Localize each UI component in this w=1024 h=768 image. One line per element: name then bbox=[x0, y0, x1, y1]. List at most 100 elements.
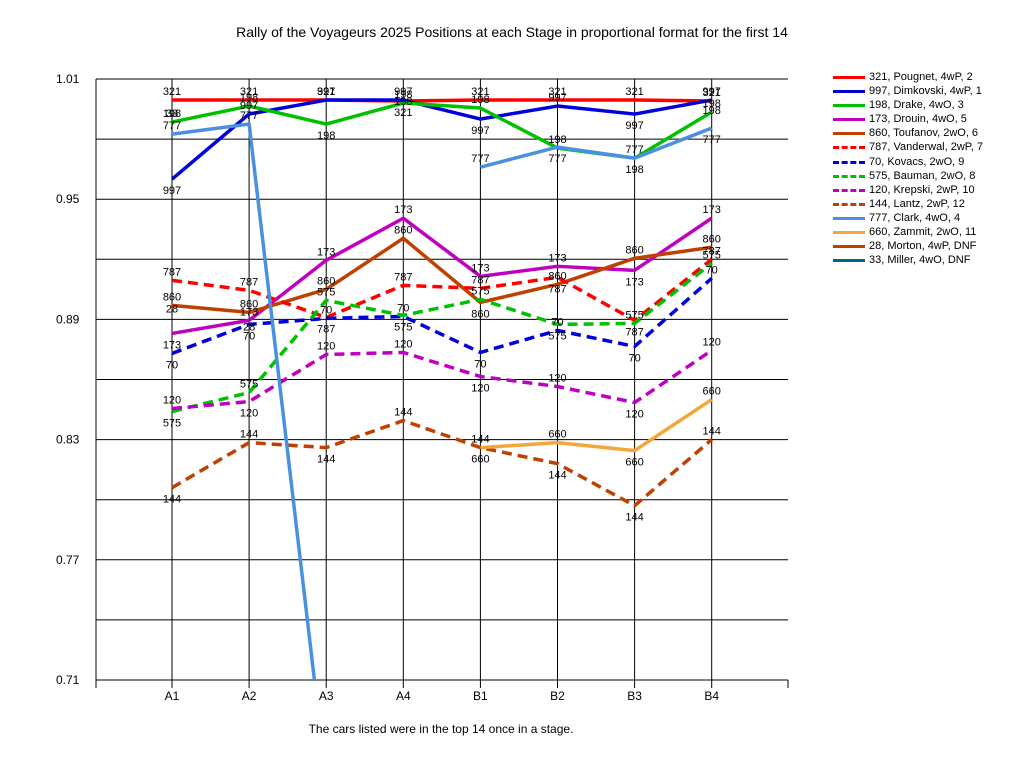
x-tick-label: A4 bbox=[396, 689, 411, 703]
data-label: 120 bbox=[240, 408, 258, 420]
data-label: 997 bbox=[703, 86, 721, 98]
series-line-144 bbox=[171, 418, 713, 508]
y-tick-label: 0.71 bbox=[56, 673, 80, 687]
series-line-70 bbox=[171, 277, 713, 356]
data-label: 860 bbox=[317, 275, 335, 287]
data-label: 198 bbox=[394, 89, 412, 101]
series-line-997 bbox=[170, 98, 713, 181]
data-label: 860 bbox=[625, 244, 643, 256]
legend-label: 777, Clark, 4wO, 4 bbox=[869, 211, 961, 224]
data-label: 198 bbox=[625, 164, 643, 176]
data-label: 198 bbox=[703, 98, 721, 110]
series-line-575 bbox=[171, 261, 713, 414]
data-label: 860 bbox=[240, 298, 258, 310]
legend-swatch bbox=[833, 259, 865, 263]
data-label: 777 bbox=[703, 134, 721, 146]
legend-label: 660, Zammit, 2wO, 11 bbox=[869, 226, 977, 239]
data-label: 787 bbox=[317, 323, 335, 335]
legend-item: 173, Drouin, 4wO, 5 bbox=[833, 112, 1018, 126]
x-tick-label: B3 bbox=[627, 689, 642, 703]
data-label: 997 bbox=[625, 120, 643, 132]
data-label: 144 bbox=[548, 470, 566, 482]
data-label: 575 bbox=[548, 330, 566, 342]
data-label: 321 bbox=[471, 86, 489, 98]
legend-swatch bbox=[833, 104, 865, 108]
legend-swatch bbox=[833, 188, 865, 192]
legend-swatch bbox=[833, 118, 865, 122]
series-line-787 bbox=[171, 257, 713, 323]
data-label: 575 bbox=[240, 379, 258, 391]
data-label: 575 bbox=[163, 418, 181, 430]
data-label: 198 bbox=[163, 108, 181, 120]
data-label: 144 bbox=[394, 407, 412, 419]
data-label: 997 bbox=[394, 86, 412, 98]
data-label: 575 bbox=[471, 285, 489, 297]
x-tick-label: A1 bbox=[165, 689, 180, 703]
chart-title: Rally of the Voyageurs 2025 Positions at… bbox=[236, 24, 788, 40]
legend-item: 198, Drake, 4wO, 3 bbox=[833, 98, 1018, 112]
data-label: 997 bbox=[240, 100, 258, 112]
legend-item: 28, Morton, 4wP, DNF bbox=[833, 239, 1018, 253]
data-label: 787 bbox=[625, 326, 643, 338]
y-tick-label: 0.89 bbox=[56, 312, 80, 326]
data-label: 321 bbox=[394, 107, 412, 119]
legend-label: 70, Kovacs, 2wO, 9 bbox=[869, 155, 965, 168]
data-label: 997 bbox=[471, 125, 489, 137]
legend-label: 860, Toufanov, 2wO, 6 bbox=[869, 127, 979, 140]
data-label: 997 bbox=[317, 86, 335, 98]
data-label: 198 bbox=[240, 92, 258, 104]
legend-label: 144, Lantz, 2wP, 12 bbox=[869, 197, 965, 210]
legend-label: 173, Drouin, 4wO, 5 bbox=[869, 113, 967, 126]
legend-swatch bbox=[833, 174, 865, 178]
x-tick-label: B1 bbox=[473, 689, 488, 703]
legend-label: 575, Bauman, 2wO, 8 bbox=[869, 169, 976, 182]
data-label: 173 bbox=[703, 204, 721, 216]
data-label: 660 bbox=[703, 386, 721, 398]
legend-item: 787, Vanderwal, 2wP, 7 bbox=[833, 140, 1018, 154]
data-label: 173 bbox=[163, 339, 181, 351]
data-label: 787 bbox=[163, 266, 181, 278]
data-label: 777 bbox=[471, 153, 489, 165]
series-line-173 bbox=[171, 216, 713, 336]
data-label: 144 bbox=[625, 512, 643, 524]
data-label: 28 bbox=[166, 303, 178, 315]
data-label: 70 bbox=[474, 358, 486, 370]
legend-swatch bbox=[833, 216, 865, 220]
data-label: 860 bbox=[548, 270, 566, 282]
legend-swatch bbox=[833, 202, 865, 206]
legend-item: 144, Lantz, 2wP, 12 bbox=[833, 197, 1018, 211]
legend-item: 70, Kovacs, 2wO, 9 bbox=[833, 155, 1018, 169]
data-label: 144 bbox=[703, 426, 721, 438]
data-label: 144 bbox=[471, 434, 489, 446]
data-label: 575 bbox=[703, 249, 721, 261]
data-label: 120 bbox=[548, 373, 566, 385]
data-label: 321 bbox=[317, 86, 335, 98]
series-line-777 bbox=[171, 122, 317, 680]
legend-item: 575, Bauman, 2wO, 8 bbox=[833, 169, 1018, 183]
data-label: 198 bbox=[703, 105, 721, 117]
data-label: 860 bbox=[394, 224, 412, 236]
grid-lines bbox=[96, 78, 788, 681]
legend-swatch bbox=[833, 76, 865, 79]
data-label: 997 bbox=[163, 185, 181, 197]
data-label: 860 bbox=[163, 291, 181, 303]
data-label: 120 bbox=[163, 395, 181, 407]
data-label: 28 bbox=[243, 321, 255, 333]
data-label: 173 bbox=[394, 204, 412, 216]
data-label: 660 bbox=[471, 454, 489, 466]
data-label: 144 bbox=[163, 494, 181, 506]
data-label: 198 bbox=[394, 96, 412, 108]
data-label: 787 bbox=[548, 283, 566, 295]
data-label: 777 bbox=[625, 144, 643, 156]
data-label: 70 bbox=[166, 359, 178, 371]
legend-item: 777, Clark, 4wO, 4 bbox=[833, 211, 1018, 225]
legend-swatch bbox=[833, 146, 865, 150]
legend-label: 321, Pougnet, 4wP, 2 bbox=[869, 71, 973, 83]
data-label: 860 bbox=[703, 233, 721, 245]
data-label: 321 bbox=[548, 86, 566, 98]
data-label: 33 bbox=[166, 108, 178, 120]
series-line-777 bbox=[479, 126, 713, 169]
legend-swatch bbox=[833, 90, 865, 94]
legend-swatch bbox=[833, 231, 865, 235]
legend-swatch bbox=[833, 160, 865, 164]
